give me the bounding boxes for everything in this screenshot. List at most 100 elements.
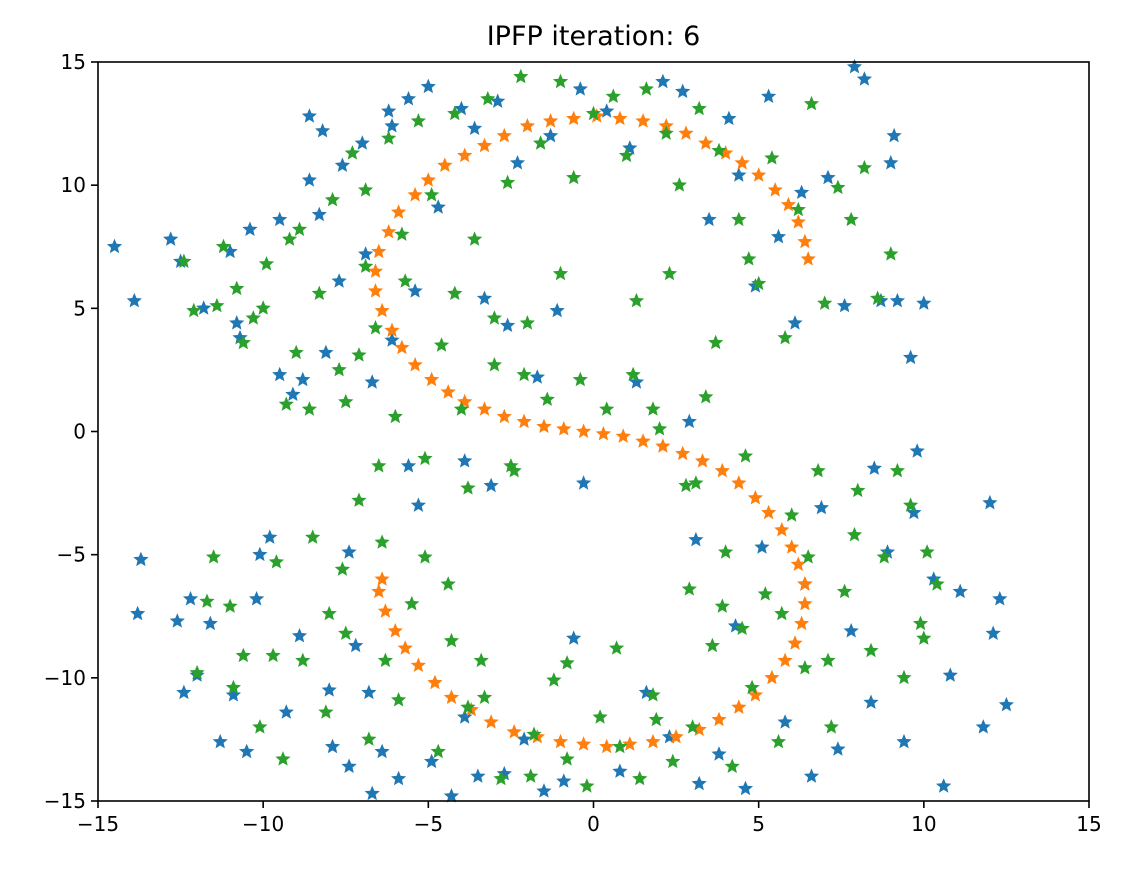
data-point [883, 246, 899, 261]
data-point [417, 450, 433, 466]
data-point [856, 159, 872, 175]
data-point [559, 655, 575, 670]
data-point [658, 118, 674, 133]
x-tick-label: −15 [77, 812, 119, 836]
data-point [721, 110, 737, 126]
data-point [747, 687, 763, 702]
data-point [252, 719, 268, 734]
data-point [566, 169, 582, 185]
data-point [681, 413, 697, 429]
data-point [457, 453, 473, 468]
plot-marks [106, 58, 1014, 803]
data-point [453, 401, 469, 416]
data-point [321, 682, 337, 697]
data-point [737, 448, 754, 463]
data-point [351, 492, 367, 507]
data-point [618, 147, 635, 163]
data-point [784, 539, 800, 554]
data-point [509, 155, 526, 170]
data-point [549, 302, 565, 318]
data-point [741, 251, 757, 266]
data-point [476, 689, 493, 704]
x-tick-label: −5 [414, 812, 443, 836]
data-point [830, 179, 846, 195]
data-point [447, 105, 463, 121]
data-point [381, 130, 397, 145]
data-point [400, 91, 417, 106]
data-point [420, 78, 436, 94]
data-point [206, 549, 222, 564]
data-point [291, 221, 308, 236]
data-point [688, 475, 704, 490]
data-point [476, 137, 493, 153]
x-tick-label: 10 [911, 812, 936, 836]
data-point [424, 753, 440, 769]
data-point [282, 231, 298, 246]
data-point [916, 630, 932, 645]
data-point [556, 773, 572, 788]
data-point [790, 201, 806, 217]
data-point [440, 384, 456, 399]
data-point [572, 371, 588, 387]
data-point [311, 285, 327, 300]
data-point [225, 679, 241, 695]
data-point [470, 768, 486, 783]
data-point [516, 731, 532, 746]
data-point [572, 81, 588, 96]
data-point [711, 746, 727, 761]
data-point [599, 738, 615, 754]
data-point [268, 554, 284, 569]
data-point [235, 647, 251, 663]
data-point [182, 591, 199, 606]
data-point [361, 731, 377, 746]
data-point [645, 401, 661, 416]
data-point [391, 204, 407, 219]
data-point [331, 361, 347, 377]
data-point [163, 231, 179, 246]
data-point [291, 628, 308, 643]
data-point [351, 347, 367, 362]
data-point [387, 623, 403, 638]
data-point [384, 118, 400, 133]
data-point [272, 366, 288, 382]
data-point [790, 556, 806, 571]
data-point [576, 736, 592, 751]
data-point [496, 127, 512, 143]
data-point [301, 108, 317, 123]
data-point [106, 238, 123, 254]
data-point [552, 733, 569, 749]
data-point [889, 462, 905, 478]
data-point [374, 534, 390, 549]
data-point [457, 709, 473, 724]
data-point [685, 719, 701, 734]
data-point [338, 393, 354, 409]
data-point [222, 243, 238, 259]
data-point [761, 88, 777, 103]
data-point [863, 694, 879, 709]
data-point [215, 238, 232, 254]
data-point [714, 462, 730, 478]
data-point [552, 73, 569, 89]
data-point [430, 199, 446, 214]
data-point [734, 620, 750, 635]
data-point [770, 228, 787, 244]
data-point [836, 583, 853, 599]
data-point [344, 145, 360, 160]
data-point [777, 329, 793, 345]
data-point [751, 167, 767, 182]
data-point [645, 687, 661, 702]
data-point [367, 263, 384, 278]
data-point [536, 783, 552, 798]
data-point [903, 349, 919, 365]
data-point [358, 258, 374, 273]
data-point [529, 369, 545, 384]
data-point [255, 300, 271, 315]
data-point [777, 714, 793, 729]
data-point [708, 334, 724, 350]
data-point [711, 711, 727, 727]
data-point [903, 497, 919, 512]
data-point [295, 652, 311, 668]
data-point [797, 233, 813, 249]
data-point [718, 544, 734, 559]
data-point [648, 711, 664, 727]
